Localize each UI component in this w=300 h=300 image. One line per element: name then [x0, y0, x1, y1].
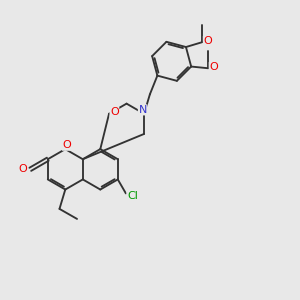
- Text: N: N: [138, 105, 147, 115]
- Text: O: O: [19, 164, 28, 174]
- Text: O: O: [209, 62, 218, 72]
- Text: O: O: [110, 107, 119, 117]
- Text: O: O: [62, 140, 71, 150]
- Text: Cl: Cl: [127, 191, 138, 201]
- Text: O: O: [203, 36, 212, 46]
